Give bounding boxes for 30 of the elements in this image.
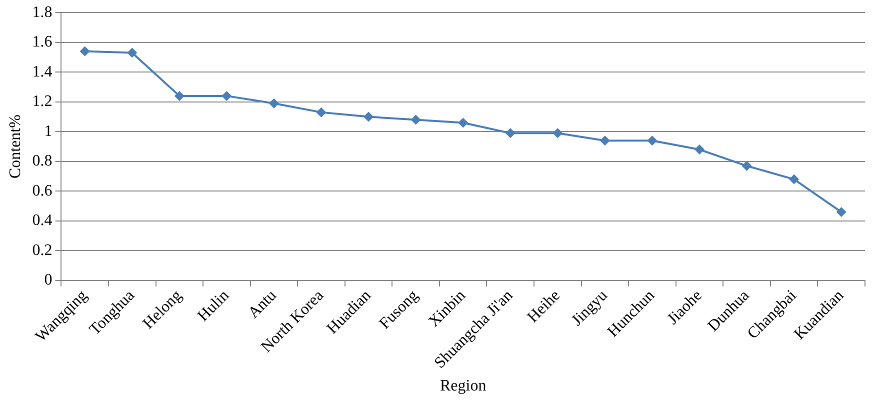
point — [694, 144, 705, 155]
point — [364, 112, 374, 122]
y-tick-label: 0.8 — [32, 152, 52, 170]
point — [174, 90, 184, 101]
point — [410, 114, 421, 125]
y-tick-label: 1.6 — [32, 34, 52, 51]
point — [458, 118, 468, 128]
y-tick-label: 0.2 — [32, 242, 52, 259]
y-tick-label: 0.6 — [32, 182, 52, 200]
point — [836, 207, 846, 218]
point — [647, 136, 658, 146]
point — [127, 48, 138, 58]
y-tick-label: 1.8 — [32, 4, 52, 21]
point — [316, 107, 326, 118]
point — [222, 90, 232, 101]
y-tick-label: 1.4 — [32, 63, 52, 80]
x-axis-title: Region — [440, 378, 486, 395]
point — [80, 46, 90, 56]
y-tick-label: 1 — [44, 122, 52, 140]
y-tick-label: 0.4 — [32, 212, 52, 230]
y-axis-title: Content% — [6, 114, 24, 179]
point — [789, 174, 800, 184]
point — [505, 128, 516, 138]
point — [742, 160, 752, 171]
x-tick-label: Antu — [245, 287, 280, 322]
y-tick-label: 0 — [44, 272, 52, 289]
point — [268, 98, 279, 108]
point — [552, 128, 563, 138]
y-tick-label: 1.2 — [32, 93, 52, 110]
point — [600, 136, 610, 146]
